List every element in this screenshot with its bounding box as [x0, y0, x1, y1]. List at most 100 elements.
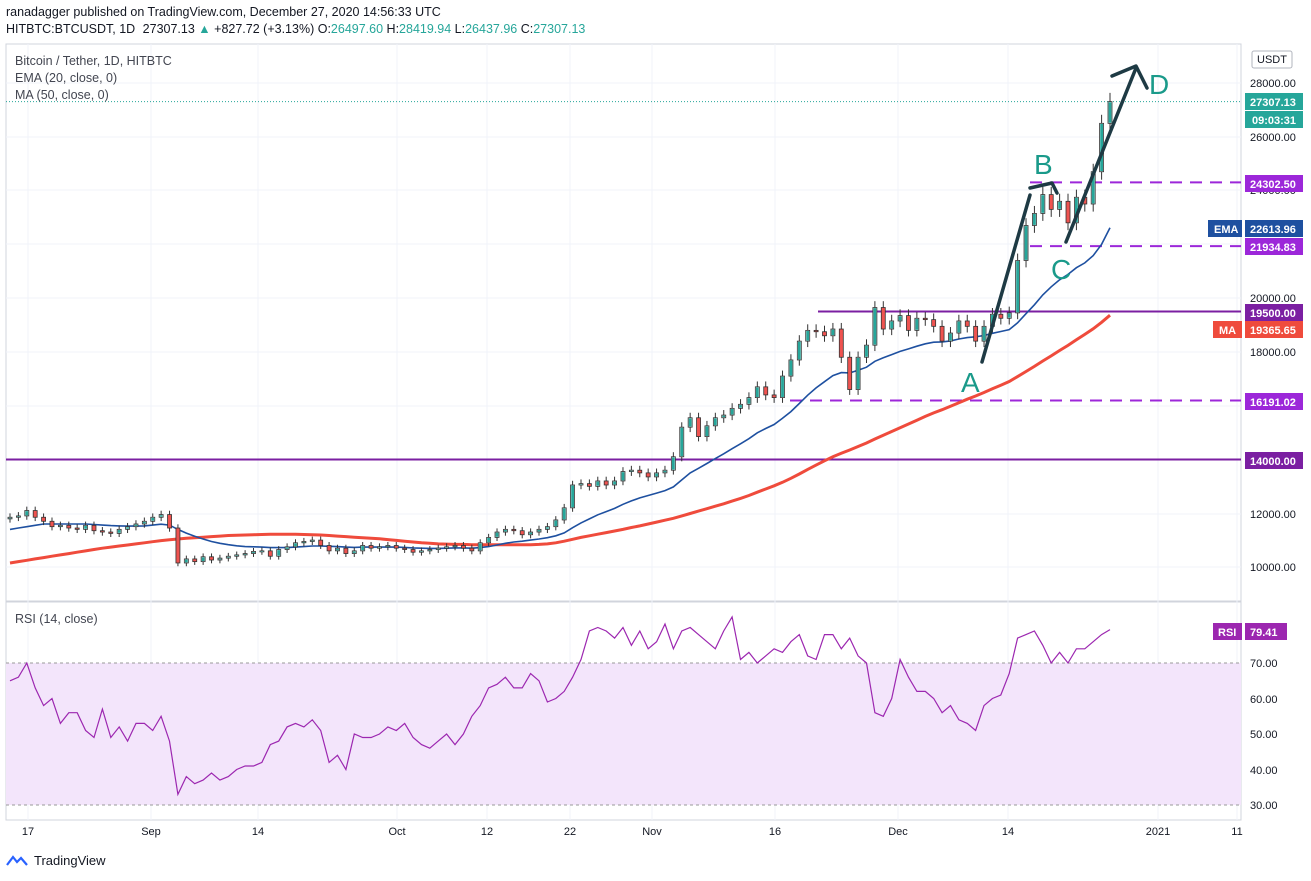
legend-rsi[interactable]: RSI (14, close) — [15, 612, 98, 626]
candle — [906, 309, 911, 337]
candle-fill — [537, 529, 541, 532]
pattern-leg-ab — [980, 193, 1032, 364]
candle — [796, 335, 802, 366]
candle-fill — [554, 520, 558, 527]
currency-box[interactable] — [1251, 50, 1293, 69]
candle — [704, 420, 710, 442]
candle — [519, 527, 525, 539]
candle-fill — [428, 550, 432, 551]
candle-fill — [1041, 195, 1045, 213]
low-label: L: — [454, 22, 466, 36]
candle-fill — [302, 542, 306, 543]
candle-fill — [201, 557, 205, 562]
candle-fill — [1033, 214, 1036, 225]
candle — [503, 525, 508, 536]
pattern-leg-cd — [1064, 66, 1138, 244]
candle-fill — [478, 543, 482, 551]
candle-body — [402, 547, 408, 550]
candle-fill — [755, 387, 759, 397]
price-tick-label: 28000.00 — [1250, 78, 1296, 90]
candle — [973, 320, 979, 348]
candle-body — [343, 547, 349, 554]
price-pane-frame — [5, 43, 1242, 602]
candle — [511, 525, 517, 535]
candle — [914, 312, 920, 337]
candle-body — [511, 528, 517, 532]
candle — [1048, 186, 1054, 217]
legend-title[interactable]: Bitcoin / Tether, 1D, HITBTC — [15, 54, 172, 68]
candle-fill — [117, 529, 121, 533]
candle — [805, 324, 811, 348]
legend-ema[interactable]: EMA (20, close, 0) — [15, 71, 118, 85]
time-tick-label: Sep — [141, 826, 161, 838]
candle-body — [696, 417, 701, 437]
candle-fill — [1108, 102, 1112, 123]
candle — [998, 307, 1004, 325]
candle-fill — [806, 330, 810, 341]
price-tick-label: 20000.00 — [1250, 293, 1296, 305]
candle — [225, 552, 231, 562]
candle-body — [998, 313, 1004, 319]
candle — [931, 313, 937, 333]
candle — [964, 314, 970, 333]
candle — [141, 517, 147, 528]
footer-brand[interactable]: TradingView — [34, 853, 106, 868]
candle — [326, 542, 332, 555]
candle-body — [519, 530, 525, 536]
symbol-label[interactable]: HITBTC:BTCUSDT, 1D — [6, 22, 136, 36]
candle-body — [906, 315, 911, 331]
candle — [301, 537, 307, 547]
candle-fill — [252, 552, 255, 553]
candle-fill — [898, 316, 902, 321]
ema-value-text: 22613.96 — [1250, 224, 1296, 236]
rsi-tick-label: 70.00 — [1250, 658, 1278, 670]
candle-body — [192, 558, 198, 563]
annotation-d: D — [1149, 69, 1169, 100]
candle-fill — [436, 548, 440, 550]
candle — [788, 354, 794, 382]
candle — [444, 543, 450, 552]
candle-fill — [596, 481, 600, 486]
candle-fill — [285, 547, 289, 549]
last-price-tag — [1245, 93, 1303, 110]
rsi-label-tag — [1213, 623, 1242, 640]
rsi-tick-label: 40.00 — [1250, 765, 1278, 777]
candle-fill — [571, 485, 574, 508]
close-label: C: — [520, 22, 534, 36]
time-tick-label: 17 — [22, 826, 34, 838]
candle — [880, 301, 886, 336]
candle — [1040, 186, 1046, 221]
ma-value-text: 19365.65 — [1250, 325, 1296, 337]
rsi-series-line — [9, 615, 1111, 797]
candle — [536, 525, 542, 536]
candle-fill — [58, 525, 62, 527]
ema20-line — [9, 227, 1111, 550]
candle-fill — [655, 473, 658, 477]
candle — [116, 525, 122, 538]
tradingview-logo-icon — [6, 854, 28, 866]
currency-label: USDT — [1257, 54, 1287, 66]
legend-ma[interactable]: MA (50, close, 0) — [15, 88, 109, 102]
candle-fill — [310, 540, 314, 542]
ema-value-tag — [1245, 220, 1303, 237]
candle — [461, 542, 466, 552]
candle-fill — [789, 360, 793, 376]
candle-fill — [142, 521, 146, 524]
high-value: 28419.94 — [399, 22, 452, 36]
candle — [267, 547, 273, 560]
candle — [133, 520, 139, 531]
level-16191-text: 16191.02 — [1250, 397, 1296, 409]
candle — [74, 524, 80, 534]
candle — [251, 547, 256, 557]
candle — [712, 412, 718, 431]
candle-fill — [546, 527, 549, 529]
candle-fill — [235, 555, 239, 556]
candle-body — [368, 545, 374, 549]
up-arrow-icon: ▲ — [198, 22, 211, 36]
low-value: 26437.96 — [465, 22, 518, 36]
level-21934-tag — [1245, 238, 1303, 255]
candle — [49, 517, 55, 531]
candle — [948, 327, 953, 348]
candle-fill — [495, 532, 499, 537]
